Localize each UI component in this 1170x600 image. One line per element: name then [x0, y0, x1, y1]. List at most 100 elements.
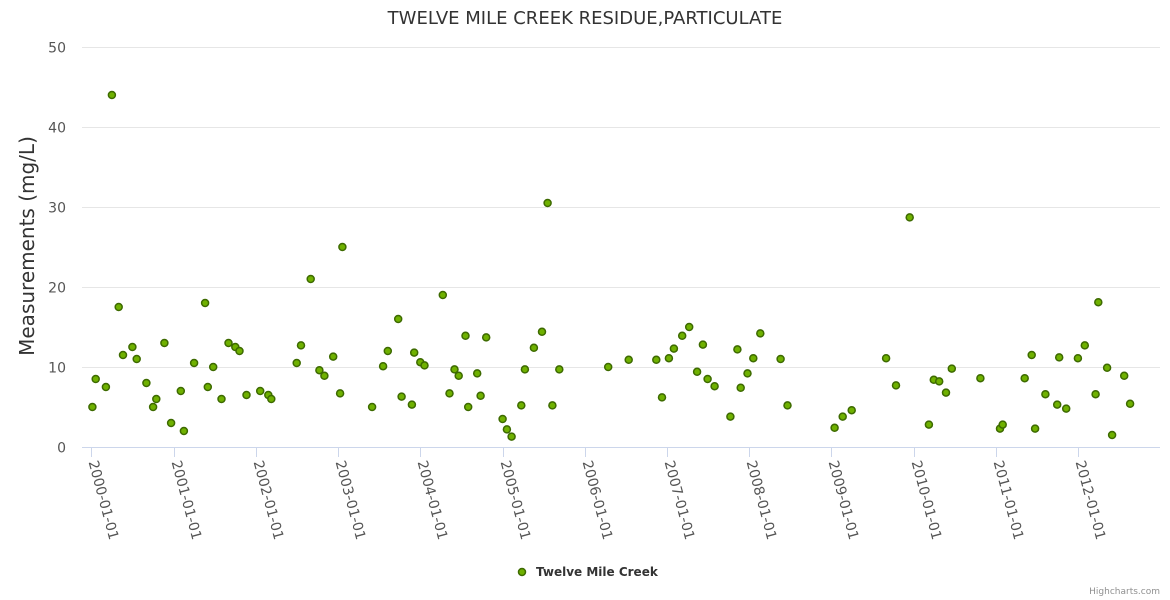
data-point[interactable] [255, 386, 265, 396]
data-point[interactable] [481, 333, 491, 342]
data-point[interactable] [445, 389, 454, 398]
data-point[interactable] [847, 405, 856, 415]
data-point[interactable] [698, 340, 708, 349]
data-point[interactable] [203, 382, 213, 392]
data-point[interactable] [947, 364, 957, 373]
data-point[interactable] [743, 369, 752, 378]
data-point[interactable] [128, 342, 137, 352]
data-point[interactable] [529, 343, 539, 353]
data-point[interactable] [166, 418, 176, 428]
data-point[interactable] [881, 353, 891, 363]
data-point[interactable] [320, 371, 329, 381]
data-point[interactable] [88, 402, 97, 412]
data-point[interactable] [677, 331, 687, 341]
data-point[interactable] [905, 213, 914, 222]
data-point[interactable] [132, 354, 141, 364]
data-point[interactable] [315, 365, 324, 375]
data-point[interactable] [1030, 424, 1040, 433]
data-point[interactable] [114, 302, 123, 312]
data-point[interactable] [267, 394, 276, 404]
data-point[interactable] [454, 371, 463, 381]
data-point[interactable] [378, 361, 388, 371]
data-point[interactable] [652, 355, 661, 365]
data-point[interactable] [397, 392, 406, 401]
data-point[interactable] [624, 355, 633, 365]
data-point[interactable] [776, 354, 785, 364]
data-point[interactable] [838, 412, 847, 421]
data-point[interactable] [142, 378, 151, 388]
data-point[interactable] [152, 394, 161, 404]
data-point[interactable] [420, 361, 429, 370]
data-point[interactable] [726, 412, 735, 421]
data-point[interactable] [684, 322, 694, 332]
data-point[interactable] [1073, 353, 1083, 363]
data-point[interactable] [507, 432, 516, 441]
data-point[interactable] [101, 382, 111, 392]
data-point[interactable] [91, 374, 100, 384]
data-point[interactable] [976, 373, 985, 383]
data-point[interactable] [1125, 399, 1135, 409]
data-point[interactable] [736, 383, 745, 393]
data-point[interactable] [703, 374, 712, 384]
data-point[interactable] [160, 338, 169, 348]
data-point[interactable] [1027, 350, 1036, 360]
data-point[interactable] [537, 327, 547, 337]
data-point[interactable] [463, 402, 473, 412]
data-point[interactable] [548, 401, 557, 410]
data-point[interactable] [148, 402, 158, 412]
data-point[interactable] [543, 198, 552, 208]
data-point[interactable] [393, 314, 403, 324]
data-point[interactable] [208, 362, 218, 372]
data-point[interactable] [383, 346, 393, 356]
data-point[interactable] [176, 386, 186, 396]
data-points[interactable] [88, 90, 1135, 441]
data-point[interactable] [438, 290, 448, 300]
data-point[interactable] [830, 423, 839, 433]
data-point[interactable] [1080, 341, 1090, 350]
data-point[interactable] [118, 350, 128, 360]
data-point[interactable] [555, 365, 564, 374]
data-point[interactable] [476, 391, 485, 401]
data-point[interactable] [296, 341, 306, 350]
legend-item-twelve-mile-creek[interactable]: Twelve Mile Creek [536, 565, 659, 579]
data-point[interactable] [335, 389, 345, 398]
data-point[interactable] [733, 345, 742, 354]
data-point[interactable] [1094, 297, 1103, 307]
data-point[interactable] [934, 377, 944, 386]
data-point[interactable] [998, 420, 1007, 429]
data-point[interactable] [306, 274, 315, 284]
data-point[interactable] [498, 414, 507, 424]
data-point[interactable] [749, 353, 758, 363]
data-point[interactable] [242, 390, 251, 400]
data-point[interactable] [235, 346, 244, 356]
data-point[interactable] [1054, 353, 1064, 362]
data-point[interactable] [1102, 363, 1112, 373]
data-point[interactable] [783, 401, 792, 410]
data-point[interactable] [603, 362, 613, 372]
data-point[interactable] [367, 402, 377, 412]
data-point[interactable] [502, 425, 512, 434]
data-point[interactable] [1119, 371, 1129, 381]
data-point[interactable] [407, 400, 417, 409]
data-point[interactable] [1020, 373, 1029, 383]
data-point[interactable] [669, 344, 679, 353]
data-point[interactable] [189, 358, 199, 368]
data-point[interactable] [517, 401, 526, 410]
data-point[interactable] [891, 381, 901, 390]
data-point[interactable] [461, 331, 470, 341]
data-point[interactable] [520, 365, 530, 374]
data-point[interactable] [657, 393, 667, 402]
data-point[interactable] [710, 381, 719, 391]
legend[interactable]: Twelve Mile Creek [517, 565, 659, 579]
data-point[interactable] [107, 90, 117, 100]
data-point[interactable] [224, 338, 233, 348]
data-point[interactable] [1107, 430, 1117, 440]
data-point[interactable] [338, 242, 347, 252]
data-point[interactable] [756, 329, 765, 338]
data-point[interactable] [292, 358, 301, 368]
data-point[interactable] [924, 420, 934, 429]
data-point[interactable] [328, 352, 338, 361]
data-point[interactable] [1041, 389, 1050, 399]
data-point[interactable] [1052, 400, 1062, 409]
data-point[interactable] [1061, 404, 1071, 413]
